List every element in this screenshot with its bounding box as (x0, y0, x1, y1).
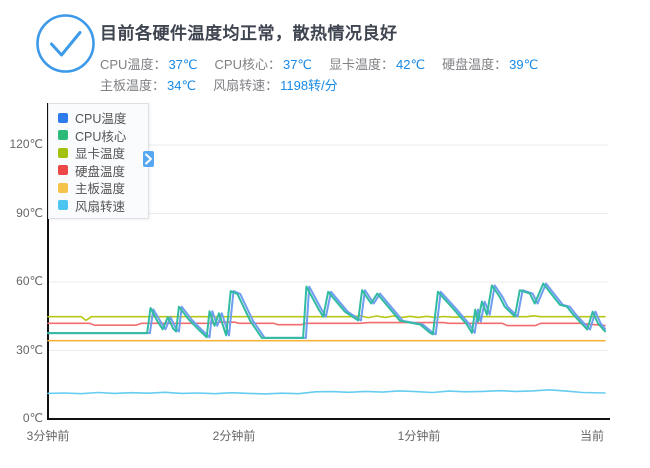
legend-swatch-icon (58, 200, 68, 211)
legend-label: CPU温度 (75, 112, 127, 127)
legend-label: CPU核心 (75, 129, 127, 144)
y-tick-label: 60℃ (16, 274, 43, 288)
x-tick-label: 3分钟前 (26, 429, 70, 443)
legend-swatch-icon (58, 112, 68, 123)
legend-swatch-icon (58, 147, 68, 158)
stat-label: 显卡温度： (329, 57, 395, 72)
stat-label: CPU核心： (214, 57, 281, 72)
stat-item: 主板温度： 34℃ (100, 75, 196, 94)
legend-label: 主板温度 (75, 182, 126, 197)
legend-item-1[interactable]: CPU温度 (49, 109, 148, 127)
stats-row-2: 主板温度： 34℃ 风扇转速： 1198转/分 (100, 75, 338, 94)
legend-collapse-button[interactable] (143, 151, 154, 167)
check-circle-icon (36, 14, 95, 73)
y-tick-label: 0℃ (22, 411, 43, 425)
series-硬盘温度 (47, 321, 606, 327)
legend-label: 风扇转速 (75, 199, 126, 214)
stat-label: 主板温度： (100, 78, 166, 93)
y-tick-label: 90℃ (16, 205, 43, 220)
series-风扇转速 (47, 388, 606, 395)
stat-value: 42℃ (396, 57, 426, 72)
stat-label: CPU温度： (100, 57, 167, 72)
stats-row-1: CPU温度： 37℃ CPU核心： 37℃ 显卡温度： 42℃ 硬盘温度： 39℃ (100, 54, 538, 73)
legend-item-4[interactable]: 硬盘温度 (49, 162, 148, 180)
stat-item: 风扇转速： 1198转/分 (213, 75, 338, 94)
chart-legend: CPU温度 CPU核心显卡温度硬盘温度主板温度风扇转速 (48, 103, 149, 219)
stat-label: 风扇转速： (213, 78, 279, 93)
y-tick-label: 30℃ (16, 342, 43, 357)
legend-swatch-icon (58, 130, 68, 141)
stat-item: CPU核心： 37℃ (215, 54, 313, 73)
series-CPU温度 (47, 282, 606, 339)
legend-item-3[interactable]: 显卡温度 (49, 144, 148, 162)
chevron-right-icon (145, 153, 152, 165)
legend-swatch-icon (58, 182, 68, 193)
legend-label: 硬盘温度 (75, 164, 126, 179)
series-显卡温度 (47, 314, 606, 322)
x-tick-label: 2分钟前 (212, 429, 256, 443)
stat-item: CPU温度： 37℃ (100, 54, 198, 73)
stat-value: 39℃ (509, 57, 539, 72)
stat-item: 硬盘温度： 39℃ (442, 54, 538, 73)
y-tick-label: 120℃ (9, 137, 44, 151)
x-tick-label: 1分钟前 (397, 429, 441, 443)
status-title: 目前各硬件温度均正常，散热情况良好 (100, 24, 398, 43)
legend-label: 显卡温度 (75, 147, 126, 162)
legend-item-6[interactable]: 风扇转速 (49, 197, 148, 215)
stat-label: 硬盘温度： (442, 57, 508, 72)
stat-value: 37℃ (282, 57, 313, 72)
stat-value: 34℃ (167, 78, 197, 93)
legend-item-2[interactable]: CPU核心 (49, 127, 148, 145)
legend-item-5[interactable]: 主板温度 (49, 179, 148, 197)
stat-item: 显卡温度： 42℃ (329, 54, 425, 73)
legend-swatch-icon (58, 165, 68, 176)
x-tick-label: 当前 (579, 429, 604, 443)
stat-value: 1198转/分 (280, 78, 338, 93)
series-CPU核心 (47, 282, 606, 339)
stat-value: 37℃ (168, 57, 198, 72)
